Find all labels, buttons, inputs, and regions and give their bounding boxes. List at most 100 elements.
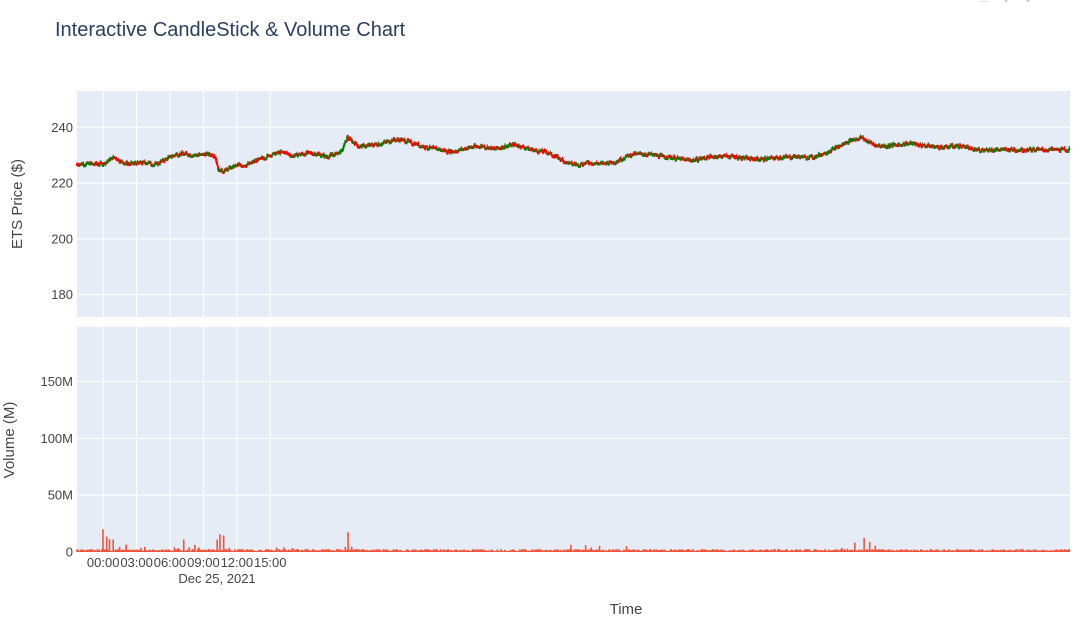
volume-bar [107,550,110,552]
volume-bar [83,550,86,552]
volume-bar [301,550,304,552]
candle-body [1058,148,1061,151]
volume-bar [201,549,204,552]
volume-bar [532,551,535,552]
volume-bar [820,550,823,552]
volume-bar [237,549,240,552]
volume-bar [988,550,991,552]
volume-bar [203,549,205,552]
volume-bar [935,549,938,552]
candle-body [618,160,621,163]
volume-bar [640,550,643,552]
candle-body [707,155,710,158]
candle-body [472,146,475,150]
candle-body [759,159,762,162]
volume-bar [339,549,342,552]
volume-bar [816,549,819,552]
volume-bar [548,549,551,552]
volume-bar [712,549,715,552]
volume-bars [76,529,1071,552]
volume-bar [884,550,887,552]
candle-body [494,148,497,151]
volume-bar [1027,550,1030,552]
volume-bar [453,551,455,552]
volume-bar [605,550,607,552]
volume-y-tick-label: 100M [40,431,73,446]
volume-bar [534,549,537,552]
price-plot-area[interactable] [77,91,1070,317]
volume-bar [1008,550,1010,552]
volume-bar [551,550,554,552]
volume-bar [592,549,594,552]
x-axis-title: Time [610,601,643,618]
volume-bar [359,549,361,552]
volume-bar [110,550,113,552]
volume-bar [1026,549,1029,552]
candle-body [423,145,426,149]
volume-bar [669,549,671,552]
modebar[interactable]: □ ✚ ✥ ⋯ [977,0,1057,4]
volume-bar [821,550,824,552]
candle-body [496,146,499,149]
volume-bar [182,550,184,552]
volume-bar [763,550,765,552]
volume-bar [176,549,179,552]
volume-bar [804,549,807,552]
volume-bar [217,549,219,552]
volume-bar [704,551,707,552]
volume-bar [776,551,778,552]
volume-bar [732,549,735,552]
volume-bar [549,551,552,552]
autoscale-icon[interactable]: ⋯ [1043,0,1057,4]
candle-body [363,144,366,147]
zoom-icon[interactable]: ✚ [999,0,1013,4]
volume-bar [878,549,880,552]
volume-bar [94,550,97,552]
volume-bar [978,549,981,552]
volume-bar [1068,549,1071,552]
volume-bar [800,551,802,552]
volume-bar [901,549,903,552]
volume-bar [999,549,1002,552]
x-tick-label: 03:00 [120,555,153,570]
volume-bar [824,549,826,552]
volume-bar [906,549,908,552]
volume-bar [284,549,286,552]
volume-bar [981,549,983,552]
volume-bar [169,551,172,552]
volume-bar [896,550,899,552]
volume-bar [649,549,652,552]
candle-body [1067,150,1070,153]
volume-bar [686,549,688,552]
volume-bar [898,550,901,552]
camera-icon[interactable]: □ [977,0,991,4]
candle-body [163,160,166,164]
volume-bar [1048,550,1050,552]
volume-bar [760,549,762,552]
volume-bar [140,547,142,552]
volume-bar [793,551,796,552]
volume-bar [876,549,878,552]
volume-bar [892,549,894,552]
volume-bar [564,550,567,552]
volume-plot-area[interactable] [77,327,1070,552]
candle-body [721,156,724,160]
candle-body [671,157,674,161]
volume-bar [809,550,812,552]
pan-icon[interactable]: ✥ [1021,0,1035,4]
volume-bar [569,549,571,552]
volume-bar [931,550,933,552]
volume-bar [577,549,580,552]
volume-bar [497,551,500,552]
volume-bar [624,551,627,552]
volume-bar [996,550,998,552]
volume-bar [204,549,206,552]
volume-bar [383,549,386,552]
candle-body [389,141,392,144]
volume-bar [1061,549,1064,552]
volume-bar [286,551,289,552]
volume-bar [983,551,986,552]
volume-bar [799,549,801,552]
volume-bar [612,549,615,552]
volume-bar [198,549,201,552]
